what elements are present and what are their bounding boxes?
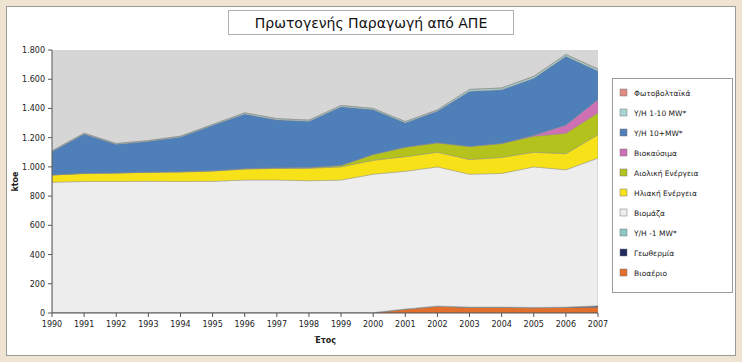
legend-label: Υ/Η 1-10 MW* xyxy=(633,109,686,118)
y-tick xyxy=(48,108,52,109)
y-tick-label: 1.800 xyxy=(22,46,45,55)
title-box xyxy=(229,11,514,35)
y-tick xyxy=(48,166,52,167)
background xyxy=(0,0,742,362)
y-tick xyxy=(48,313,52,314)
x-tick xyxy=(405,313,406,317)
y-tick-label: 1.400 xyxy=(22,104,45,113)
page: {"chart_data": { "type": "area", "title"… xyxy=(0,0,742,362)
y-tick xyxy=(48,196,52,197)
legend-swatch xyxy=(620,89,627,96)
x-tick-label: 1991 xyxy=(74,320,94,329)
x-tick-label: 2003 xyxy=(459,320,479,329)
x-tick-label: 1990 xyxy=(42,320,62,329)
y-tick-label: 1.000 xyxy=(22,163,45,172)
legend-swatch xyxy=(620,229,627,236)
y-tick xyxy=(48,283,52,284)
y-axis-label: ktoe xyxy=(11,171,20,192)
y-tick xyxy=(48,137,52,138)
x-tick-label: 2002 xyxy=(427,320,447,329)
x-tick xyxy=(180,313,181,317)
x-tick xyxy=(469,313,470,317)
legend-label: Υ/Η 10+MW* xyxy=(633,129,683,138)
x-tick xyxy=(565,313,566,317)
x-tick xyxy=(84,313,85,317)
x-tick-label: 2001 xyxy=(395,320,415,329)
x-tick-label: 2005 xyxy=(524,320,544,329)
legend-label: Ηλιακή Ενέργεια xyxy=(634,189,697,198)
x-tick-label: 1997 xyxy=(267,320,287,329)
x-tick xyxy=(598,313,599,317)
x-tick xyxy=(308,313,309,317)
x-tick xyxy=(533,313,534,317)
legend-label: Γεωθερμία xyxy=(634,249,674,258)
x-tick xyxy=(148,313,149,317)
areas xyxy=(52,54,598,313)
area xyxy=(52,55,598,152)
y-tick xyxy=(48,254,52,255)
legend-swatch xyxy=(620,109,627,116)
legend-swatch xyxy=(620,149,627,156)
x-tick xyxy=(244,313,245,317)
legend-label: Αιολική Ενέργεια xyxy=(634,169,699,178)
y-tick-label: 400 xyxy=(30,251,45,260)
legend-swatch xyxy=(620,269,627,276)
legend-label: Βιοαέριο xyxy=(634,269,668,278)
legend-swatch xyxy=(620,209,627,216)
legend-box xyxy=(613,79,733,293)
x-tick-label: 2006 xyxy=(556,320,576,329)
y-tick-label: 1.600 xyxy=(22,75,45,84)
x-tick-label: 1994 xyxy=(170,320,190,329)
title: Πρωτογενής Παραγωγή από ΑΠΕ xyxy=(255,15,487,31)
legend-swatch xyxy=(620,189,627,196)
legend-swatch xyxy=(620,249,627,256)
chart-frame xyxy=(7,7,736,356)
legend-swatch xyxy=(620,169,627,176)
x-tick xyxy=(212,313,213,317)
x-tick xyxy=(437,313,438,317)
y-tick-label: 200 xyxy=(30,280,45,289)
y-tick xyxy=(48,79,52,80)
x-tick xyxy=(276,313,277,317)
x-tick-label: 2000 xyxy=(363,320,383,329)
x-tick-label: 1995 xyxy=(202,320,222,329)
x-tick-label: 2007 xyxy=(588,320,608,329)
x-tick-label: 1998 xyxy=(299,320,319,329)
y-tick-label: 600 xyxy=(30,221,45,230)
area xyxy=(52,56,598,175)
x-tick xyxy=(116,313,117,317)
y-tick-label: 800 xyxy=(30,192,45,201)
x-tick xyxy=(341,313,342,317)
x-axis-label: Έτος xyxy=(313,336,336,345)
x-axis xyxy=(52,313,598,314)
y-axis xyxy=(52,50,53,313)
plot-area xyxy=(52,50,598,313)
chart: Πρωτογενής Παραγωγή από ΑΠΕ 0 200 400 600 800… xyxy=(0,0,742,362)
x-tick-label: 2004 xyxy=(491,320,511,329)
x-tick xyxy=(52,313,53,317)
x-tick xyxy=(373,313,374,317)
area xyxy=(52,54,598,150)
x-tick-label: 1992 xyxy=(106,320,126,329)
y-tick-label: 1.200 xyxy=(22,134,45,143)
x-tick xyxy=(501,313,502,317)
y-tick-label: 0 xyxy=(40,309,45,318)
legend-label: Υ/Η -1 MW* xyxy=(633,229,677,238)
legend-label: Βιοκαύσιμα xyxy=(634,149,677,158)
y-tick xyxy=(48,50,52,51)
legend-swatch xyxy=(620,129,627,136)
x-tick-label: 1996 xyxy=(235,320,255,329)
legend-label: Βιομάζα xyxy=(634,209,665,218)
y-tick xyxy=(48,225,52,226)
legend-label: Φωτοβολταϊκά xyxy=(634,89,691,98)
x-tick-label: 1993 xyxy=(138,320,158,329)
x-tick-label: 1999 xyxy=(331,320,351,329)
